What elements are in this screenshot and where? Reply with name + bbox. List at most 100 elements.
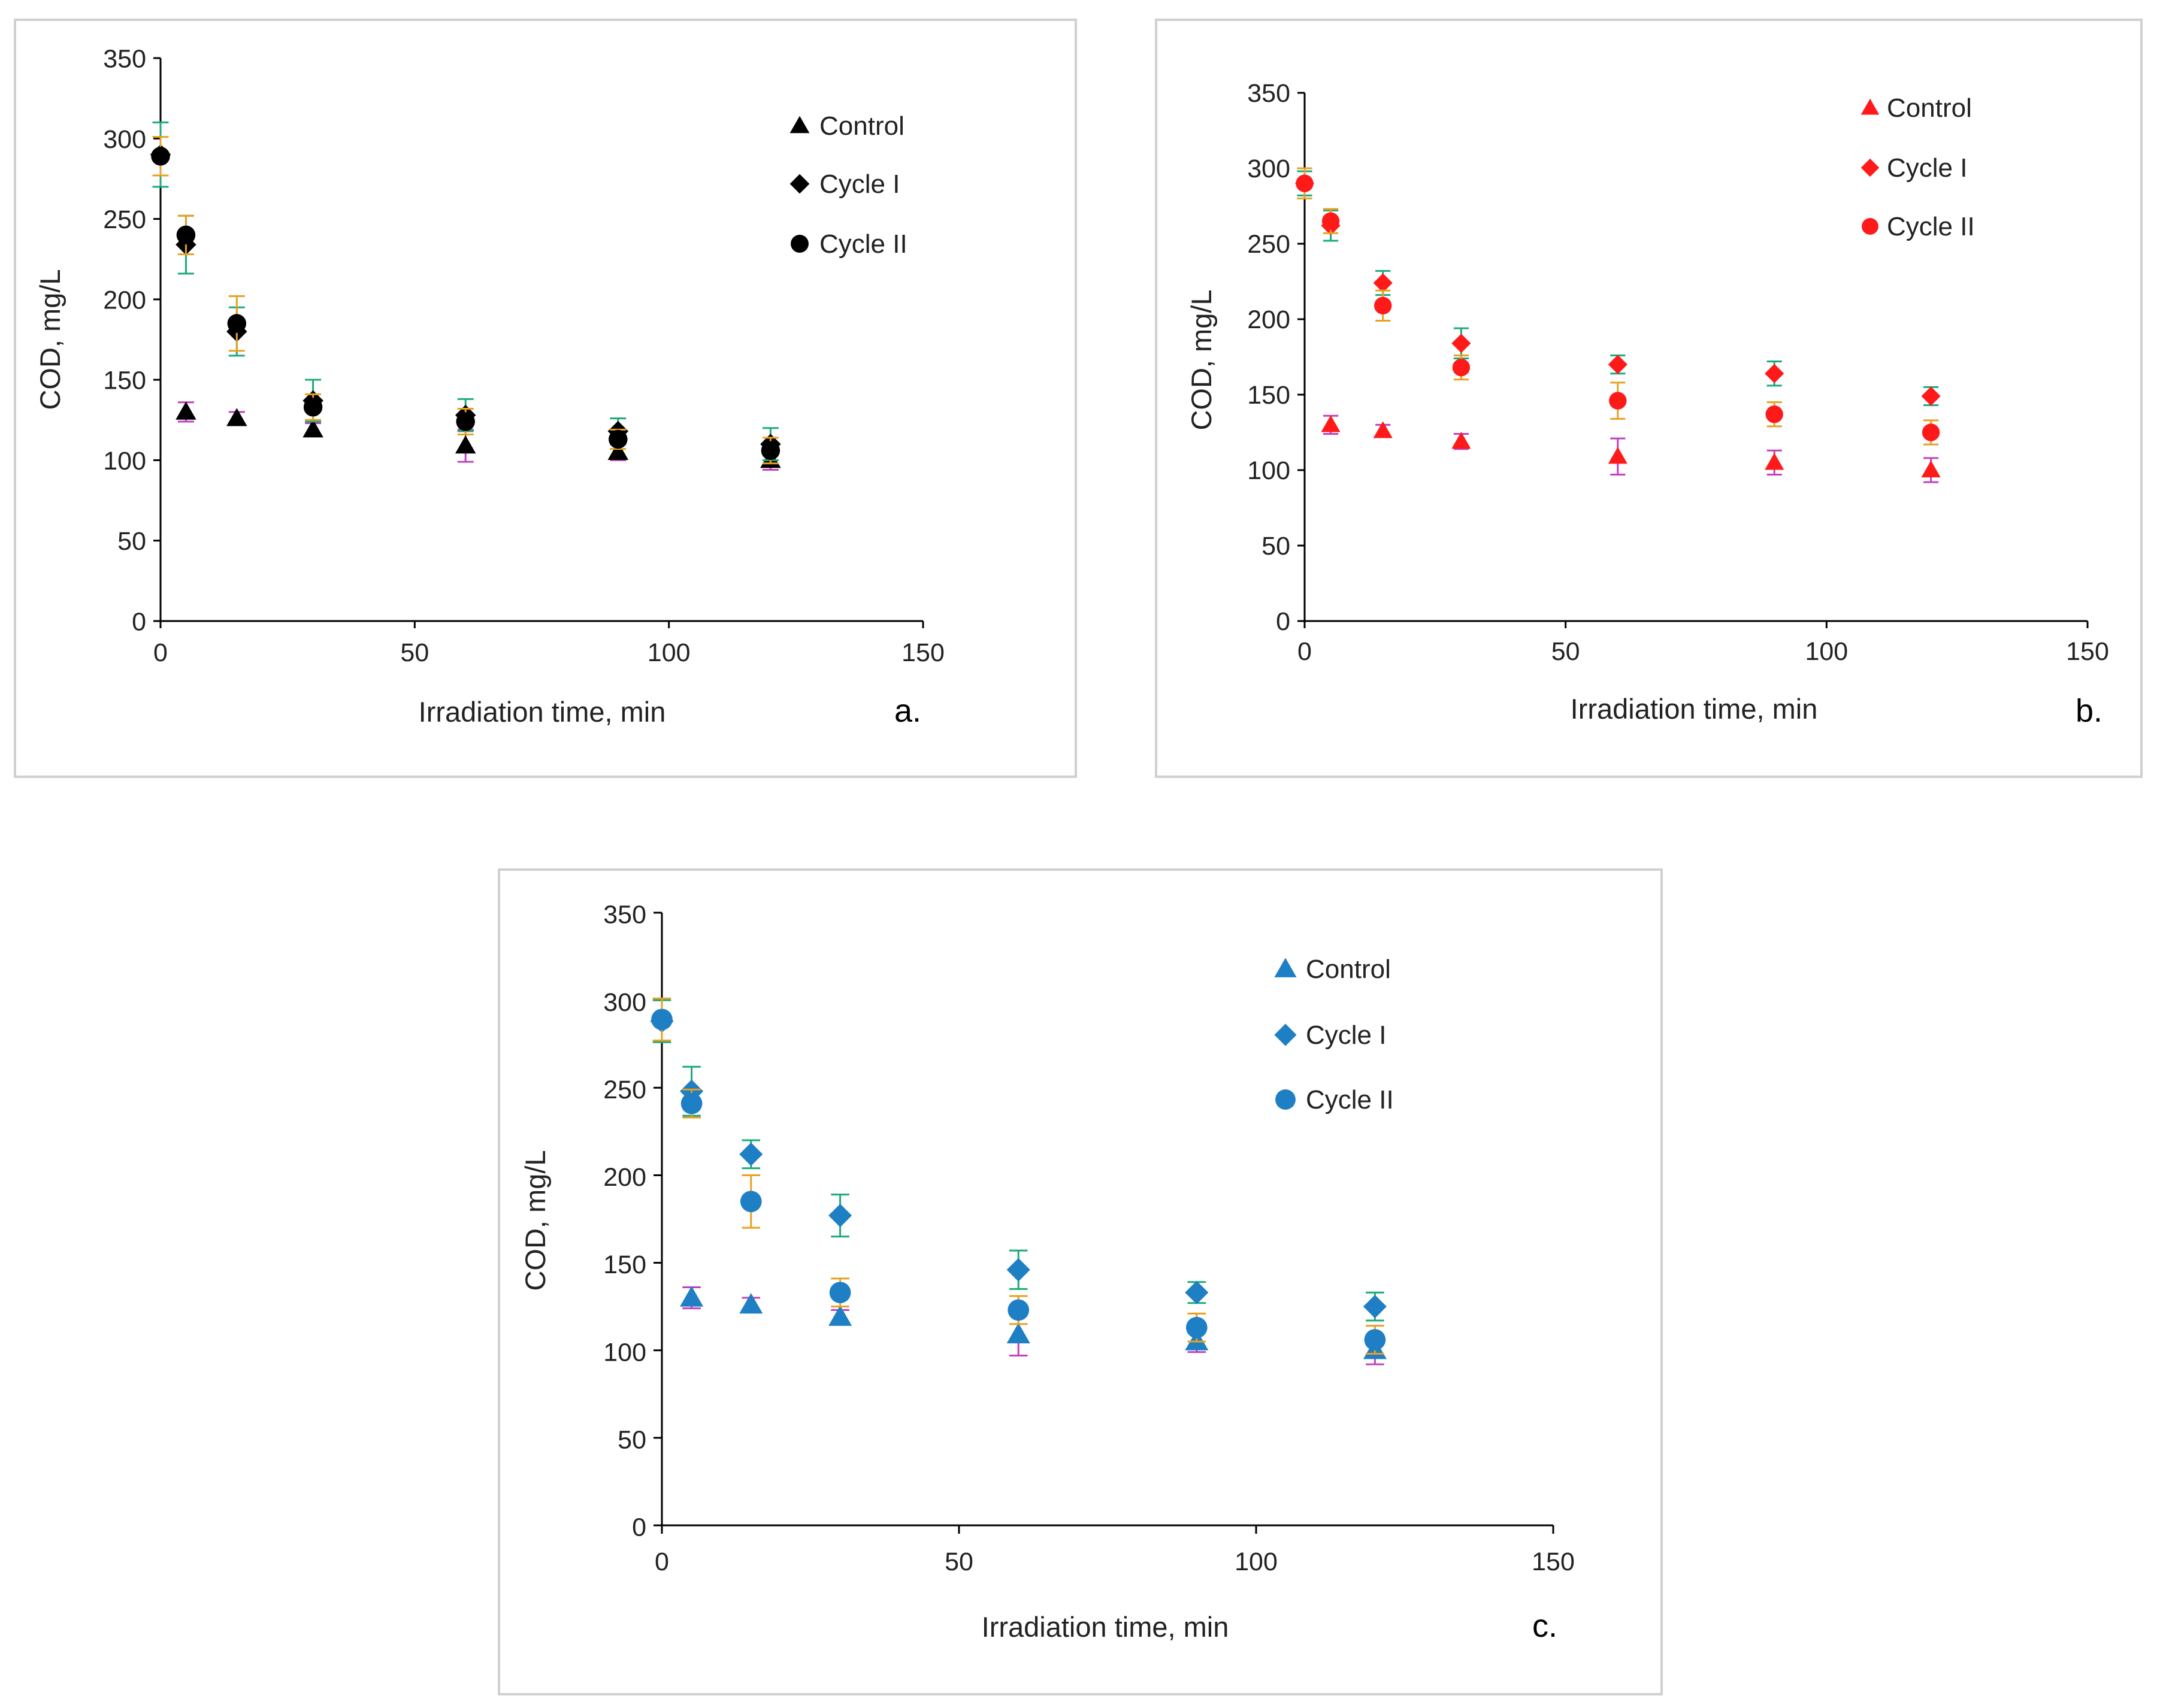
- panel-b-legend: Control Cycle I Cycle II: [1860, 93, 1975, 241]
- data-point: [680, 1286, 704, 1307]
- panel-b-ytick-label: 0: [1276, 607, 1290, 636]
- data-point: [303, 398, 323, 417]
- data-point: [1006, 1258, 1030, 1282]
- data-point: [607, 441, 629, 460]
- panel-a-ytick-label: 200: [103, 286, 146, 314]
- legend-triangle-icon: [1274, 958, 1297, 977]
- data-point: [1185, 1316, 1208, 1338]
- data-point: [1921, 386, 1941, 406]
- legend-label: Cycle II: [1887, 212, 1975, 241]
- panel-b-xtick-label: 100: [1805, 637, 1848, 666]
- panel-b-xtick-label: 0: [1297, 637, 1312, 666]
- legend-circle-icon: [1275, 1089, 1296, 1110]
- data-point: [1363, 1295, 1387, 1319]
- panel-b-ytick-label: 200: [1247, 305, 1290, 334]
- panel-b-ytick-label: 300: [1247, 155, 1290, 183]
- data-point: [829, 1282, 851, 1304]
- data-point: [227, 314, 247, 333]
- panel-c: Irradiation time, min COD, mg/L c. 0 50 10…: [519, 901, 1575, 1644]
- panel-b: Irradiation time, min COD, mg/L b. 0 50 10…: [1185, 79, 2109, 729]
- panel-a-ytick-label: 150: [103, 367, 146, 395]
- panel-a-xtick-label: 100: [648, 638, 691, 667]
- panel-c-ytick-label: 250: [603, 1076, 646, 1104]
- data-point: [151, 147, 170, 166]
- panel-a-ytick-label: 250: [103, 205, 146, 234]
- data-point: [1321, 415, 1341, 432]
- legend-triangle-icon: [1860, 98, 1880, 115]
- panel-c-ytick-label: 0: [632, 1513, 646, 1542]
- panel-a-ytick-label: 50: [117, 527, 146, 556]
- data-point: [1765, 453, 1784, 470]
- data-point: [1373, 273, 1393, 293]
- legend-diamond-icon: [1860, 158, 1880, 177]
- panel-c-xtick-label: 0: [655, 1548, 669, 1576]
- panel-c-xtick-label: 50: [945, 1548, 973, 1576]
- panel-a-legend: Control Cycle I Cycle II: [789, 111, 907, 259]
- legend-label: Control: [1887, 93, 1972, 123]
- data-point: [1765, 364, 1784, 383]
- panel-c-xtick-label: 150: [1532, 1548, 1575, 1576]
- panel-a-letter: a.: [894, 693, 921, 729]
- data-point: [455, 435, 476, 454]
- panel-b-letter: b.: [2076, 693, 2102, 729]
- panel-b-xtick-label: 150: [2066, 637, 2109, 666]
- panel-b-ytick-label: 50: [1261, 532, 1290, 561]
- data-point: [1296, 174, 1314, 192]
- data-point: [176, 401, 196, 420]
- legend-label: Control: [819, 111, 904, 141]
- data-point: [226, 408, 247, 426]
- data-point: [609, 429, 628, 449]
- panel-b-ytick-label: 250: [1247, 230, 1290, 259]
- data-point: [1922, 423, 1940, 441]
- panel-a-ylabel: COD, mg/L: [34, 269, 66, 410]
- legend-label: Cycle II: [1306, 1085, 1394, 1115]
- data-point: [680, 1092, 703, 1115]
- data-point: [302, 419, 323, 438]
- panel-b-ylabel: COD, mg/L: [1185, 289, 1217, 430]
- panel-c-legend: Control Cycle I Cycle II: [1274, 955, 1394, 1115]
- legend-label: Cycle I: [1306, 1020, 1386, 1050]
- data-point: [828, 1305, 852, 1326]
- panel-b-series-control: [1321, 414, 1941, 483]
- panel-c-letter: c.: [1532, 1608, 1557, 1644]
- data-point: [1364, 1329, 1386, 1351]
- panel-a-series-cycle-ii: [151, 136, 780, 465]
- panel-c-ytick-label: 300: [603, 988, 646, 1017]
- panel-b-xtick-label: 50: [1551, 637, 1580, 666]
- data-point: [176, 225, 196, 245]
- panel-b-ytick-label: 150: [1247, 381, 1290, 410]
- data-point: [1609, 392, 1627, 410]
- legend-circle-icon: [1862, 218, 1878, 235]
- panel-b-ytick-label: 100: [1247, 456, 1290, 485]
- data-point: [1765, 405, 1783, 423]
- legend-label: Cycle I: [819, 169, 900, 199]
- panel-a-ytick-label: 100: [103, 447, 146, 476]
- legend-label: Control: [1306, 955, 1391, 984]
- data-point: [1452, 358, 1471, 377]
- panel-a-ytick-label: 0: [132, 607, 146, 636]
- panel-c-ytick-label: 200: [603, 1163, 646, 1192]
- panel-a-ytick-label: 350: [103, 44, 146, 73]
- data-point: [828, 1204, 852, 1228]
- data-point: [1006, 1322, 1030, 1344]
- panel-c-xtick-label: 100: [1235, 1548, 1278, 1576]
- data-point: [1921, 460, 1941, 478]
- panel-a-frame: [14, 19, 1077, 778]
- data-point: [1185, 1280, 1209, 1304]
- data-point: [456, 412, 475, 431]
- panel-a-xlabel: Irradiation time, min: [419, 696, 666, 728]
- panel-a-ytick-label: 300: [103, 125, 146, 154]
- panel-c-ytick-label: 350: [603, 901, 646, 929]
- data-point: [1321, 212, 1340, 230]
- legend-diamond-icon: [1274, 1023, 1297, 1046]
- legend-triangle-icon: [789, 116, 810, 134]
- panel-b-ytick-label: 350: [1247, 79, 1290, 108]
- panel-a-xtick-label: 50: [400, 638, 429, 667]
- panel-c-ytick-label: 150: [603, 1250, 646, 1279]
- panel-a-xtick-label: 150: [901, 638, 945, 667]
- panel-c-series-cycle-ii: [651, 997, 1386, 1355]
- data-point: [1608, 447, 1627, 464]
- data-point: [1374, 296, 1392, 315]
- data-point: [740, 1191, 762, 1213]
